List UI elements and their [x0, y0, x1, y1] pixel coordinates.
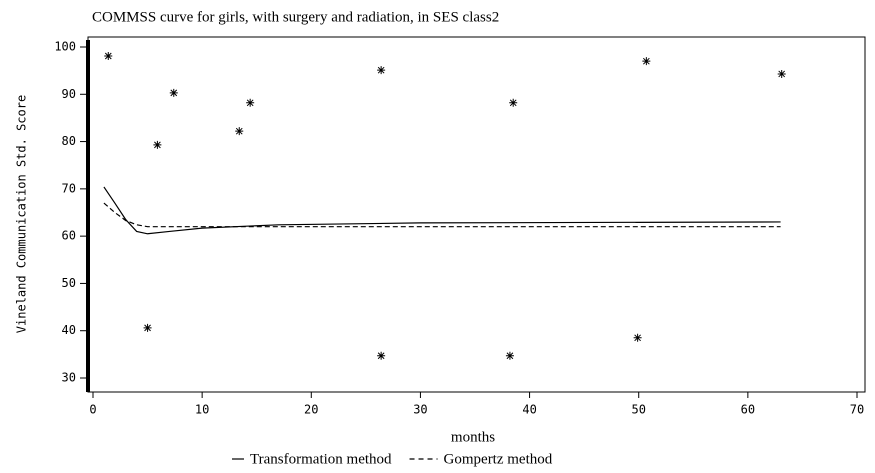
y-tick-label: 90: [62, 87, 76, 101]
point: [246, 98, 255, 107]
series-line: [103, 186, 781, 235]
x-tick-label: 30: [413, 403, 427, 417]
y-tick-label: 70: [62, 181, 76, 195]
point: [153, 140, 162, 149]
point: [509, 98, 518, 107]
legend-label: Gompertz method: [444, 451, 553, 467]
y-tick-label: 30: [62, 371, 76, 385]
point: [377, 351, 386, 360]
x-tick-label: 50: [631, 403, 645, 417]
y-tick-label: 50: [62, 276, 76, 290]
y-tick-label: 40: [62, 323, 76, 337]
x-axis-label: months: [451, 429, 495, 445]
y-tick-label: 100: [54, 40, 76, 54]
point: [143, 323, 152, 332]
x-tick-label: 60: [741, 403, 755, 417]
x-tick-label: 40: [522, 403, 536, 417]
point: [235, 127, 244, 136]
chart-title: COMMSS curve for girls, with surgery and…: [92, 9, 499, 25]
series-line: [103, 202, 781, 228]
plot-frame: [87, 36, 866, 393]
point: [777, 69, 786, 78]
x-tick-label: 10: [195, 403, 209, 417]
x-tick-label: 70: [850, 403, 864, 417]
point: [633, 333, 642, 342]
point: [377, 66, 386, 75]
x-tick-label: 20: [304, 403, 318, 417]
y-tick-label: 80: [62, 134, 76, 148]
point: [642, 57, 651, 66]
y-axis-label: Vineland Communication Std. Score: [15, 95, 29, 333]
point: [505, 351, 514, 360]
point: [104, 51, 113, 60]
x-tick-label: 0: [89, 403, 96, 417]
legend-label: Transformation method: [250, 451, 392, 467]
point: [169, 88, 178, 97]
y-tick-label: 60: [62, 229, 76, 243]
